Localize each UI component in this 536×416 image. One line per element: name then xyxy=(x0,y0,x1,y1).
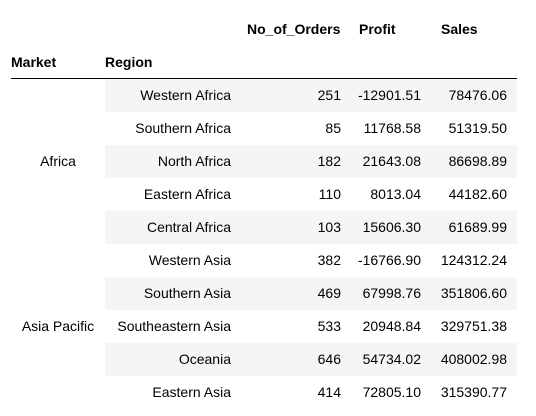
region-cell: Western Africa xyxy=(140,87,231,104)
profit-cell: 8013.04 xyxy=(370,186,421,202)
sales-cell: 351806.60 xyxy=(440,285,507,301)
orders-cell: 646 xyxy=(317,351,341,367)
region-cell: Southern Asia xyxy=(143,285,231,301)
table-row: Asia Pacific Western Asia 382 -16766.90 1243… xyxy=(11,243,517,409)
profit-cell: 11768.58 xyxy=(363,120,421,136)
region-cell: Eastern Africa xyxy=(143,186,231,202)
sales-cell: 78476.06 xyxy=(448,87,507,104)
sales-cell: 329751.38 xyxy=(440,318,507,334)
orders-cell: 533 xyxy=(317,318,341,334)
market-cell: Asia Pacific xyxy=(11,243,105,409)
table-row: Southern Africa 85 11768.58 51319.50 xyxy=(11,112,517,145)
table-row: Eastern Asia 414 72805.10 315390.77 xyxy=(11,376,517,409)
sales-cell: 408002.98 xyxy=(440,351,507,367)
orders-cell: 382 xyxy=(317,252,341,268)
table-row: Southeastern Asia 533 20948.84 329751.38 xyxy=(11,310,517,343)
sales-cell: 86698.89 xyxy=(448,153,507,169)
dataframe-table: No_of_Orders Profit Sales Market Region … xyxy=(11,12,517,409)
profit-cell: 20948.84 xyxy=(362,318,421,334)
orders-cell: 103 xyxy=(317,219,341,235)
region-cell: Oceania xyxy=(178,351,231,367)
region-cell: Eastern Asia xyxy=(152,384,231,400)
sales-cell: 44182.60 xyxy=(448,186,507,202)
profit-cell: 67998.76 xyxy=(362,285,421,301)
orders-cell: 110 xyxy=(318,186,341,202)
table-header: No_of_Orders Profit Sales Market Region xyxy=(11,12,517,79)
orders-cell: 85 xyxy=(325,120,341,136)
column-header-sales: Sales xyxy=(441,20,478,37)
orders-cell: 414 xyxy=(317,384,341,400)
orders-cell: 182 xyxy=(317,153,341,169)
table-row: Africa Western Africa 251 -12901.51 78476.06 xyxy=(11,78,517,244)
table-row: Eastern Africa 110 8013.04 44182.60 xyxy=(11,178,517,211)
column-header-orders: No_of_Orders xyxy=(247,20,341,37)
region-cell: Central Africa xyxy=(146,219,231,235)
sales-cell: 315390.77 xyxy=(440,384,507,400)
profit-cell: -16766.90 xyxy=(357,252,421,268)
table-body: Africa Western Africa 251 -12901.51 78476.06… xyxy=(11,78,517,409)
index-name-market: Market xyxy=(11,53,57,70)
profit-cell: 15606.30 xyxy=(362,219,421,235)
sales-cell: 124312.24 xyxy=(440,252,507,268)
region-cell: Southeastern Asia xyxy=(117,318,231,334)
orders-cell: 469 xyxy=(317,285,341,301)
profit-cell: -12901.51 xyxy=(357,87,421,104)
profit-cell: 72805.10 xyxy=(362,384,421,400)
region-cell: North Africa xyxy=(157,153,231,169)
orders-cell: 251 xyxy=(317,87,341,104)
profit-cell: 54734.02 xyxy=(362,351,421,367)
column-header-row: No_of_Orders Profit Sales xyxy=(11,12,517,45)
profit-cell: 21643.08 xyxy=(362,153,421,169)
index-name-row: Market Region xyxy=(11,45,517,79)
region-cell: Western Asia xyxy=(148,252,231,268)
column-header-profit: Profit xyxy=(359,20,396,37)
region-cell: Southern Africa xyxy=(135,120,231,136)
sales-cell: 51319.50 xyxy=(448,120,507,136)
index-name-region: Region xyxy=(105,53,153,70)
table-row: North Africa 182 21643.08 86698.89 xyxy=(11,144,517,178)
market-cell: Africa xyxy=(11,78,105,244)
sales-cell: 61689.99 xyxy=(448,219,507,235)
